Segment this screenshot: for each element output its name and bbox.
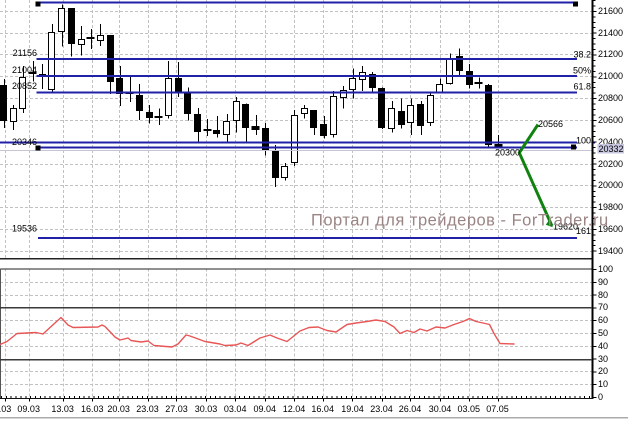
svg-text:20400: 20400 — [598, 137, 623, 147]
svg-text:23.03: 23.03 — [136, 404, 159, 414]
svg-text:100: 100 — [576, 136, 591, 146]
svg-text:20566: 20566 — [538, 119, 563, 129]
svg-text:27.03: 27.03 — [165, 404, 188, 414]
svg-text:40: 40 — [598, 341, 608, 351]
svg-text:21600: 21600 — [598, 6, 623, 16]
svg-text:09.03: 09.03 — [17, 404, 40, 414]
svg-text:.03: .03 — [0, 404, 11, 414]
svg-text:10: 10 — [598, 379, 608, 389]
svg-text:20.03: 20.03 — [107, 404, 130, 414]
svg-text:19.04: 19.04 — [341, 404, 364, 414]
svg-text:21000: 21000 — [598, 71, 623, 81]
svg-text:70: 70 — [598, 302, 608, 312]
svg-text:161: 161 — [576, 226, 591, 236]
svg-text:03.04: 03.04 — [224, 404, 247, 414]
svg-text:19800: 19800 — [598, 202, 623, 212]
svg-text:20346: 20346 — [12, 137, 37, 147]
svg-text:16.03: 16.03 — [81, 404, 104, 414]
svg-text:20200: 20200 — [598, 159, 623, 169]
svg-text:Портал для трейдеров - ForTrad: Портал для трейдеров - ForTrader.ru — [311, 212, 609, 230]
svg-text:20332: 20332 — [599, 144, 624, 154]
svg-text:100: 100 — [598, 264, 613, 274]
svg-text:20000: 20000 — [598, 180, 623, 190]
svg-text:23.04: 23.04 — [370, 404, 393, 414]
svg-text:21156: 21156 — [13, 48, 37, 58]
svg-text:50%: 50% — [573, 66, 591, 76]
svg-text:60: 60 — [598, 315, 608, 325]
svg-text:20: 20 — [598, 366, 608, 376]
svg-text:26.04: 26.04 — [399, 404, 422, 414]
svg-text:80: 80 — [598, 290, 608, 300]
svg-text:16.04: 16.04 — [311, 404, 334, 414]
svg-text:03.05: 03.05 — [458, 404, 481, 414]
svg-text:19536: 19536 — [12, 224, 37, 234]
svg-text:07.05: 07.05 — [486, 404, 509, 414]
svg-text:20852: 20852 — [12, 81, 37, 91]
svg-text:30: 30 — [598, 354, 608, 364]
svg-text:19620: 19620 — [553, 222, 578, 232]
svg-text:0: 0 — [598, 392, 603, 402]
svg-text:21200: 21200 — [598, 49, 623, 59]
svg-text:20800: 20800 — [598, 93, 623, 103]
svg-text:19600: 19600 — [598, 224, 623, 234]
svg-text:19400: 19400 — [598, 246, 623, 256]
svg-text:30.03: 30.03 — [195, 404, 218, 414]
svg-text:38.2: 38.2 — [573, 50, 591, 60]
svg-text:21400: 21400 — [598, 28, 623, 38]
svg-text:20600: 20600 — [598, 115, 623, 125]
svg-text:12.04: 12.04 — [283, 404, 306, 414]
svg-text:13.03: 13.03 — [51, 404, 74, 414]
svg-text:20300: 20300 — [495, 148, 520, 158]
svg-text:61.8: 61.8 — [573, 82, 591, 92]
svg-text:50: 50 — [598, 328, 608, 338]
svg-text:90: 90 — [598, 277, 608, 287]
svg-text:09.04: 09.04 — [254, 404, 277, 414]
svg-text:21004: 21004 — [12, 65, 37, 75]
svg-text:30.04: 30.04 — [429, 404, 452, 414]
